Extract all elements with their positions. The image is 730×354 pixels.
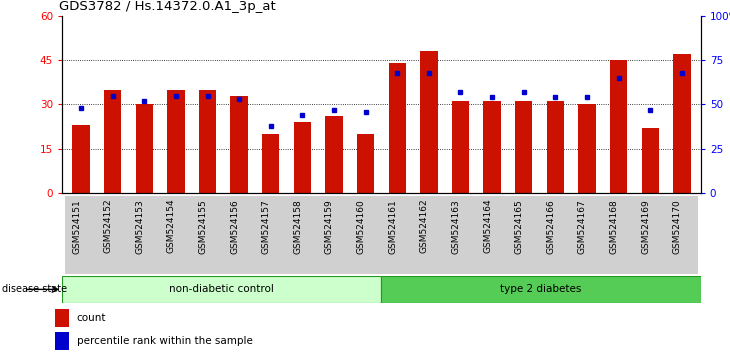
- Text: GSM524155: GSM524155: [199, 199, 207, 253]
- Bar: [634, 196, 666, 274]
- Bar: [128, 196, 160, 274]
- Bar: [72, 125, 90, 193]
- Bar: [445, 196, 476, 274]
- Text: GDS3782 / Hs.14372.0.A1_3p_at: GDS3782 / Hs.14372.0.A1_3p_at: [59, 0, 276, 13]
- Bar: [97, 196, 128, 274]
- Text: GSM524161: GSM524161: [388, 199, 397, 253]
- Text: GSM524165: GSM524165: [515, 199, 523, 253]
- Text: type 2 diabetes: type 2 diabetes: [501, 284, 582, 295]
- Text: GSM524154: GSM524154: [167, 199, 176, 253]
- Bar: [160, 196, 192, 274]
- Bar: [452, 102, 469, 193]
- Bar: [104, 90, 121, 193]
- Bar: [515, 102, 532, 193]
- Bar: [508, 196, 539, 274]
- Bar: [350, 196, 381, 274]
- Text: GSM524151: GSM524151: [72, 199, 81, 253]
- Bar: [388, 63, 406, 193]
- Bar: [231, 96, 247, 193]
- Bar: [318, 196, 350, 274]
- Text: GSM524170: GSM524170: [673, 199, 682, 253]
- Bar: [610, 60, 627, 193]
- Bar: [136, 104, 153, 193]
- Bar: [642, 128, 659, 193]
- Bar: [223, 196, 255, 274]
- Text: GSM524167: GSM524167: [578, 199, 587, 253]
- Bar: [62, 276, 381, 303]
- Bar: [55, 332, 69, 350]
- Bar: [413, 196, 445, 274]
- Bar: [293, 122, 311, 193]
- Bar: [357, 134, 374, 193]
- Bar: [539, 196, 571, 274]
- Text: non-diabetic control: non-diabetic control: [169, 284, 274, 295]
- Bar: [673, 54, 691, 193]
- Text: percentile rank within the sample: percentile rank within the sample: [77, 336, 253, 346]
- Bar: [483, 102, 501, 193]
- Text: GSM524156: GSM524156: [230, 199, 239, 253]
- Text: GSM524168: GSM524168: [610, 199, 618, 253]
- Bar: [603, 196, 634, 274]
- Text: GSM524153: GSM524153: [135, 199, 145, 253]
- Bar: [420, 51, 437, 193]
- Bar: [476, 196, 508, 274]
- Bar: [55, 309, 69, 327]
- Bar: [65, 196, 97, 274]
- Text: disease state: disease state: [2, 284, 67, 295]
- Bar: [255, 196, 287, 274]
- Text: GSM524160: GSM524160: [357, 199, 366, 253]
- Bar: [326, 116, 342, 193]
- Text: GSM524164: GSM524164: [483, 199, 492, 253]
- Bar: [167, 90, 185, 193]
- Bar: [381, 196, 413, 274]
- Bar: [381, 276, 701, 303]
- Bar: [666, 196, 698, 274]
- Text: GSM524157: GSM524157: [262, 199, 271, 253]
- Bar: [547, 102, 564, 193]
- Bar: [287, 196, 318, 274]
- Text: GSM524166: GSM524166: [546, 199, 556, 253]
- Text: count: count: [77, 313, 106, 323]
- Bar: [199, 90, 216, 193]
- Text: GSM524159: GSM524159: [325, 199, 334, 253]
- Bar: [262, 134, 280, 193]
- Text: GSM524158: GSM524158: [293, 199, 302, 253]
- Text: GSM524163: GSM524163: [451, 199, 461, 253]
- Text: GSM524152: GSM524152: [104, 199, 112, 253]
- Bar: [578, 104, 596, 193]
- Text: GSM524162: GSM524162: [420, 199, 429, 253]
- Bar: [192, 196, 223, 274]
- Text: GSM524169: GSM524169: [641, 199, 650, 253]
- Bar: [571, 196, 603, 274]
